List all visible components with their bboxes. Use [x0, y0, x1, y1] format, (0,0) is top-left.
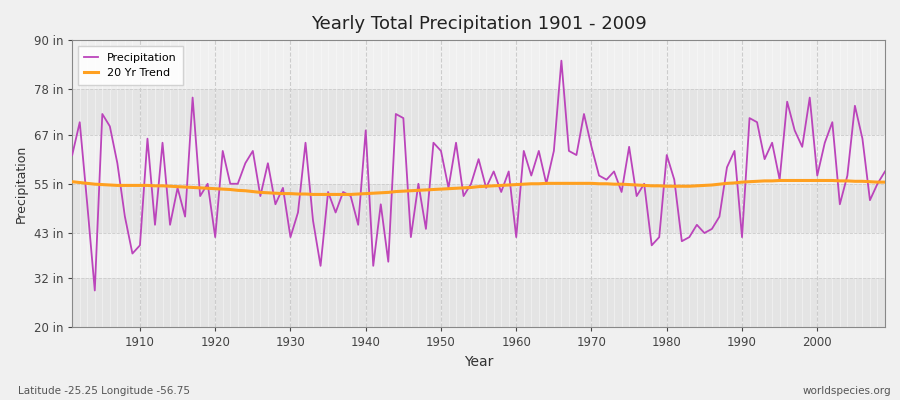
Precipitation: [89, 288, 100, 293]
20 Yr Trend: [308, 192, 319, 197]
20 Yr Trend: [292, 192, 303, 196]
20 Yr Trend: [511, 182, 522, 187]
20 Yr Trend: [879, 180, 890, 184]
Bar: [72, 233, 885, 278]
20 Yr Trend: [518, 182, 529, 186]
Precipitation: [556, 58, 567, 63]
Bar: [72, 184, 885, 233]
Line: 20 Yr Trend: 20 Yr Trend: [72, 180, 885, 194]
Precipitation: [300, 140, 310, 145]
Precipitation: [879, 169, 890, 174]
Text: worldspecies.org: worldspecies.org: [803, 386, 891, 396]
Bar: [72, 89, 885, 134]
20 Yr Trend: [346, 192, 356, 197]
Title: Yearly Total Precipitation 1901 - 2009: Yearly Total Precipitation 1901 - 2009: [310, 15, 646, 33]
20 Yr Trend: [127, 183, 138, 188]
Y-axis label: Precipitation: Precipitation: [15, 145, 28, 223]
Bar: [72, 134, 885, 184]
20 Yr Trend: [608, 182, 619, 186]
20 Yr Trend: [774, 178, 785, 183]
Precipitation: [518, 148, 529, 153]
20 Yr Trend: [67, 179, 77, 184]
Precipitation: [346, 194, 356, 198]
Precipitation: [511, 235, 522, 240]
Precipitation: [134, 243, 145, 248]
Precipitation: [616, 190, 627, 194]
Bar: [72, 40, 885, 89]
Bar: [72, 278, 885, 328]
Legend: Precipitation, 20 Yr Trend: Precipitation, 20 Yr Trend: [77, 46, 183, 85]
Precipitation: [67, 153, 77, 158]
X-axis label: Year: Year: [464, 355, 493, 369]
Text: Latitude -25.25 Longitude -56.75: Latitude -25.25 Longitude -56.75: [18, 386, 190, 396]
Line: Precipitation: Precipitation: [72, 61, 885, 290]
